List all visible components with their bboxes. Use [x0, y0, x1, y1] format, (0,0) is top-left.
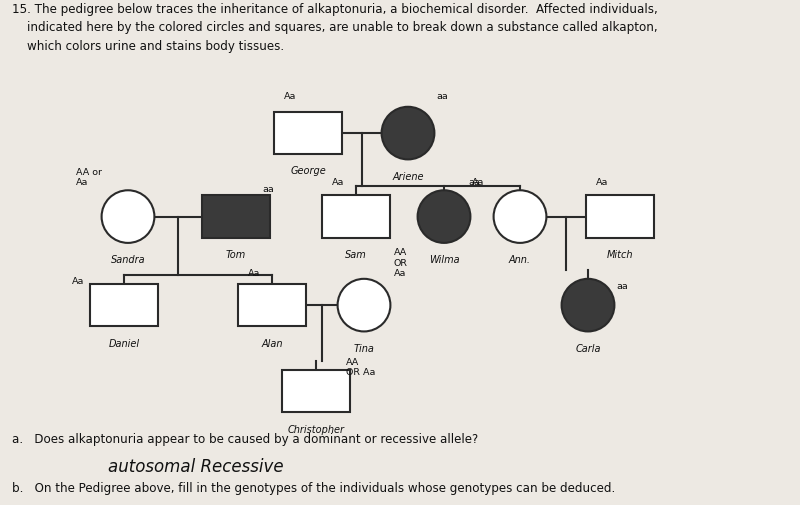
Ellipse shape — [382, 108, 434, 160]
Text: Tina: Tina — [354, 343, 374, 353]
Ellipse shape — [102, 191, 154, 243]
Bar — [282, 370, 350, 413]
Text: Aa: Aa — [72, 276, 84, 285]
Bar — [90, 284, 158, 327]
Text: Aa: Aa — [332, 178, 344, 187]
Text: Christopher: Christopher — [287, 424, 345, 434]
Bar — [238, 284, 306, 327]
Text: aa: aa — [468, 178, 480, 187]
Text: Sandra: Sandra — [110, 255, 146, 265]
Text: Aa: Aa — [248, 269, 260, 278]
Text: 15. The pedigree below traces the inheritance of alkaptonuria, a biochemical dis: 15. The pedigree below traces the inheri… — [12, 3, 658, 16]
Text: AA
OR
Aa: AA OR Aa — [394, 248, 408, 278]
Ellipse shape — [494, 191, 546, 243]
Ellipse shape — [562, 279, 614, 332]
Text: a.   Does alkaptonuria appear to be caused by a dominant or recessive allele?: a. Does alkaptonuria appear to be caused… — [12, 432, 478, 445]
Text: Daniel: Daniel — [109, 338, 139, 348]
Text: which colors urine and stains body tissues.: which colors urine and stains body tissu… — [12, 40, 284, 53]
Text: George: George — [290, 166, 326, 176]
Text: Aa: Aa — [472, 178, 484, 187]
Text: aa: aa — [436, 92, 448, 101]
Text: b.   On the Pedigree above, fill in the genotypes of the individuals whose genot: b. On the Pedigree above, fill in the ge… — [12, 481, 615, 494]
Ellipse shape — [418, 191, 470, 243]
Text: Mitch: Mitch — [606, 249, 634, 260]
Text: AA
OR Aa: AA OR Aa — [346, 357, 375, 376]
Text: Aa: Aa — [284, 92, 296, 101]
Bar — [202, 196, 270, 238]
Text: AA or
Aa: AA or Aa — [76, 168, 102, 187]
Text: aa: aa — [262, 184, 274, 193]
Ellipse shape — [338, 279, 390, 332]
Text: Tom: Tom — [226, 249, 246, 260]
Text: aa: aa — [616, 281, 628, 290]
Text: Aa: Aa — [596, 178, 608, 187]
Text: indicated here by the colored circles and squares, are unable to break down a su: indicated here by the colored circles an… — [12, 21, 658, 34]
Text: Ariene: Ariene — [392, 171, 424, 181]
Text: Sam: Sam — [345, 249, 367, 260]
Text: Ann.: Ann. — [509, 255, 531, 265]
Text: Alan: Alan — [262, 338, 282, 348]
Text: Wilma: Wilma — [429, 255, 459, 265]
Bar — [586, 196, 654, 238]
Bar — [274, 113, 342, 155]
Text: autosomal Recessive: autosomal Recessive — [108, 457, 284, 475]
Text: Carla: Carla — [575, 343, 601, 353]
Bar — [322, 196, 390, 238]
